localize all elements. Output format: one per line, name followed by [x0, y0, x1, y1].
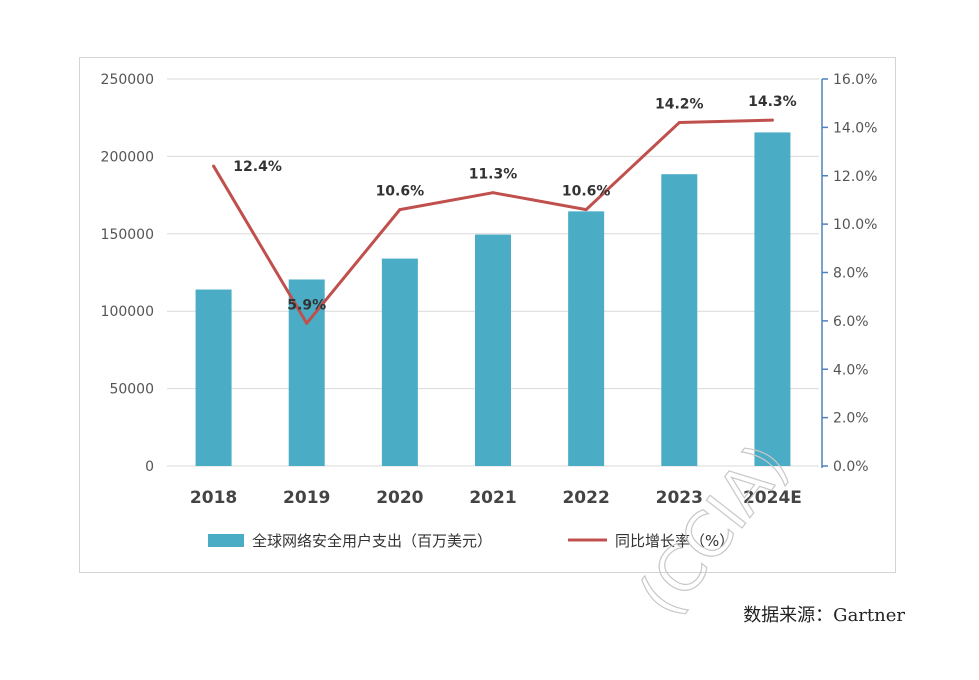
- data-label: 14.2%: [655, 97, 704, 113]
- y-right-tick-label: 14.0%: [833, 120, 877, 136]
- bar: [381, 258, 418, 466]
- y-right-tick-label: 10.0%: [833, 217, 877, 233]
- x-tick-label: 2020: [376, 488, 423, 508]
- y-left-tick-label: 50000: [109, 382, 154, 398]
- line-point: [212, 164, 216, 168]
- y-left-tick-label: 200000: [101, 149, 154, 165]
- line-point: [584, 208, 588, 212]
- legend-line-label: 同比增长率（%）: [615, 532, 734, 550]
- y-right-tick-label: 12.0%: [833, 169, 877, 185]
- x-tick-label: 2024E: [743, 488, 802, 508]
- data-label: 11.3%: [469, 167, 518, 183]
- y-left-tick-label: 150000: [101, 227, 154, 243]
- y-right-tick-label: 6.0%: [833, 314, 869, 330]
- data-label: 14.3%: [748, 94, 797, 110]
- line-point: [398, 208, 402, 212]
- line-point: [770, 118, 774, 122]
- x-tick-label: 2018: [190, 488, 237, 508]
- chart: 0 50000 100000 150000 200000 250000 0.0% 2.0% 4.…: [101, 72, 878, 550]
- bar: [661, 174, 698, 466]
- bar: [754, 132, 791, 466]
- data-label: 10.6%: [376, 184, 425, 200]
- x-tick-label: 2019: [283, 488, 330, 508]
- y-right-tick-label: 2.0%: [833, 411, 869, 427]
- data-label: 10.6%: [562, 184, 611, 200]
- x-tick-label: 2023: [656, 488, 703, 508]
- legend-bar-label: 全球网络安全用户支出（百万美元）: [252, 532, 492, 550]
- legend-bar-swatch: [208, 534, 244, 547]
- x-tick-label: 2022: [562, 488, 609, 508]
- y-left-tick-label: 100000: [101, 304, 154, 320]
- data-label: 12.4%: [233, 159, 282, 175]
- x-tick-label: 2021: [469, 488, 516, 508]
- line-point: [677, 121, 681, 125]
- chart-frame: 0 50000 100000 150000 200000 250000 0.0% 2.0% 4.…: [79, 57, 896, 573]
- bar: [475, 234, 511, 466]
- y-left-tick-label: 250000: [101, 72, 154, 88]
- y-right-tick-label: 8.0%: [833, 266, 869, 282]
- y-right-tick-label: 16.0%: [833, 72, 877, 88]
- bar: [195, 289, 232, 466]
- line-point: [305, 321, 309, 325]
- y-left-tick-label: 0: [145, 459, 154, 475]
- y-right-tick-label: 0.0%: [833, 459, 869, 475]
- data-label: 5.9%: [287, 297, 326, 313]
- source-note: 数据来源：Gartner: [743, 605, 905, 626]
- y-right-tick-label: 4.0%: [833, 362, 869, 378]
- line-point: [491, 191, 495, 195]
- bar: [568, 211, 605, 466]
